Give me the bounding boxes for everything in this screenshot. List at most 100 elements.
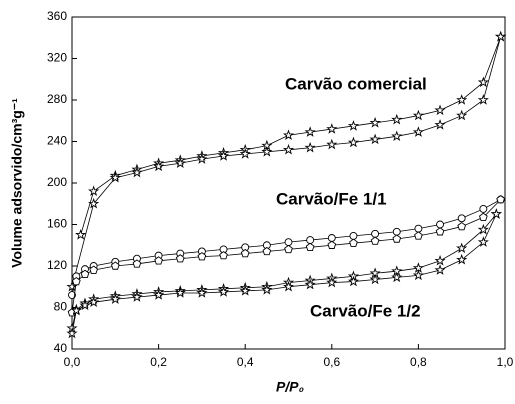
point [479,212,488,221]
point [284,238,293,247]
x-axis-label: P/P₀ [276,379,305,395]
point [412,109,424,121]
x-tick-label: 1,0 [497,355,514,369]
point [304,141,316,153]
annotation: Carvão/Fe 1/2 [310,301,421,320]
point [88,296,100,308]
point [347,120,360,131]
point [131,166,143,178]
point [80,269,90,278]
point [110,261,120,270]
point [109,171,121,183]
point [261,146,273,157]
point [456,242,468,254]
point [174,157,186,169]
y-tick-label: 280 [47,92,67,106]
point [434,104,446,116]
y-tick-label: 360 [47,9,67,23]
point [154,256,163,265]
point [72,277,81,286]
point [412,126,424,137]
point [391,130,403,142]
point [88,197,100,209]
point [239,148,251,159]
point [219,251,228,260]
point [75,229,87,240]
point [326,276,338,288]
point [66,280,78,292]
annotation: Carvão comercial [285,74,427,93]
point [477,94,489,105]
point [174,287,186,298]
series-line [71,213,497,334]
point [132,259,142,268]
point [479,204,488,213]
point [370,236,380,245]
point [414,231,423,240]
point [490,208,502,219]
point [435,227,445,236]
point [327,234,336,242]
point [369,133,381,145]
point [217,286,230,297]
point [196,287,208,298]
point [196,153,208,164]
point [477,76,489,88]
y-tick-label: 240 [47,134,67,148]
point [262,246,272,256]
point [457,214,466,223]
point [327,240,337,249]
point [496,195,505,204]
x-tick-label: 0,8 [410,355,427,369]
point [131,291,143,302]
annotation: Carvão/Fe 1/1 [276,189,387,208]
point [391,271,403,283]
x-tick-label: 0,0 [64,355,81,369]
point [414,224,423,233]
x-tick-label: 0,4 [237,355,254,369]
point [347,275,360,287]
y-tick-label: 40 [54,341,68,355]
point [284,244,293,254]
point [79,299,91,311]
point [304,278,316,290]
point [282,129,295,141]
point [495,30,507,42]
point [456,109,468,121]
point [391,113,403,125]
point [434,119,446,130]
point [89,265,98,274]
point [282,143,295,155]
point [239,285,251,296]
point [70,304,82,316]
point [456,253,468,265]
x-tick-label: 0,2 [150,355,167,369]
y-tick-label: 200 [47,175,67,189]
point [109,293,121,304]
point [68,291,76,299]
point [477,223,489,235]
point [326,138,338,150]
y-tick-label: 120 [47,258,67,272]
point [349,231,358,240]
point [66,327,78,339]
point [434,264,446,275]
point [304,126,316,137]
point [369,116,381,128]
point [261,283,273,295]
point [153,289,165,300]
point [153,160,165,172]
point [217,150,230,161]
point [456,94,468,105]
point [349,238,358,247]
y-tick-label: 320 [47,51,67,65]
point [240,248,250,258]
point [305,242,315,252]
y-tick-label: 160 [47,217,67,231]
point [347,136,360,148]
y-axis-label: Volume adsorvido/cm³g⁻¹ [9,98,25,268]
y-tick-label: 80 [54,300,68,314]
point [282,280,295,292]
point [371,229,380,238]
